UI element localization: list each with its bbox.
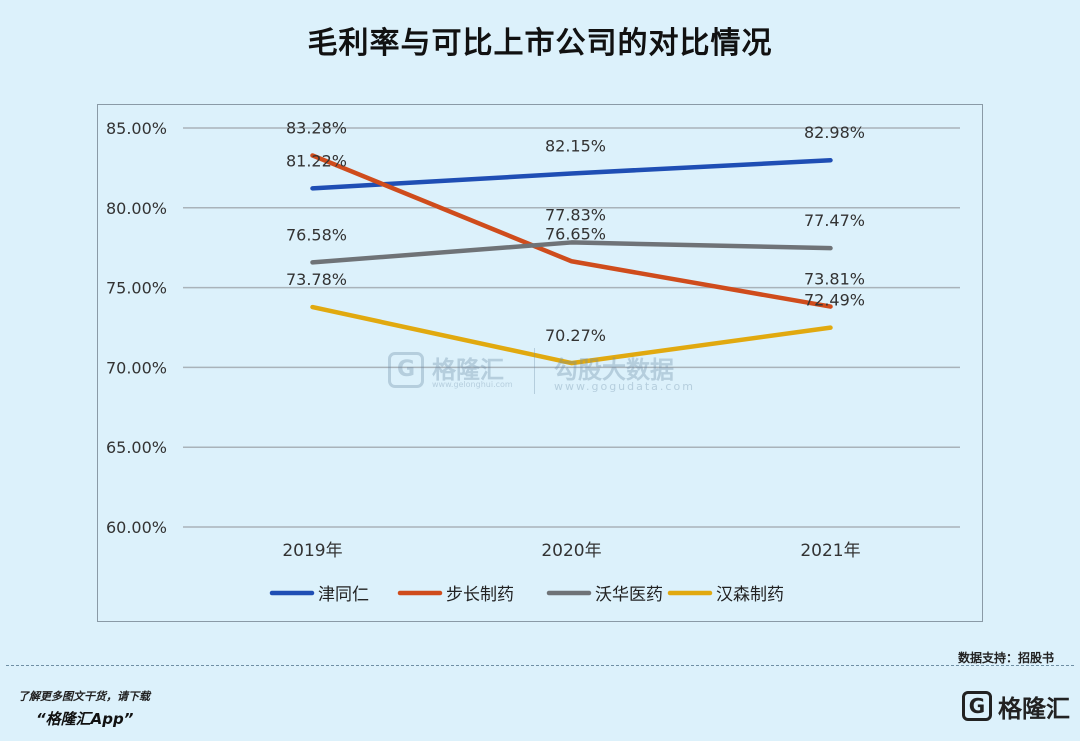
watermark-url-2: www.gogudata.com	[554, 380, 695, 393]
data-label: 83.28%	[286, 118, 347, 137]
chart-frame	[97, 104, 983, 622]
y-tick-label: 70.00%	[106, 358, 167, 377]
watermark-name: 格隆汇	[432, 356, 504, 384]
brand-logo-icon: G	[962, 691, 992, 721]
data-label: 77.47%	[804, 211, 865, 230]
legend-label: 沃华医药	[595, 585, 663, 605]
watermark-divider	[534, 348, 535, 394]
legend-label: 汉森制药	[716, 585, 784, 605]
series-line-1	[310, 153, 833, 309]
data-label: 77.83%	[545, 205, 606, 224]
data-label: 73.81%	[804, 270, 865, 289]
legend-label: 步长制药	[446, 585, 514, 605]
x-tick-label: 2020年	[541, 541, 601, 561]
promo-text: 了解更多图文干货，请下载	[18, 690, 150, 703]
brand-name: 格隆汇	[998, 694, 1070, 723]
series-line-0	[310, 157, 833, 191]
data-label: 70.27%	[545, 326, 606, 345]
y-tick-label: 80.00%	[106, 199, 167, 218]
data-label: 76.65%	[545, 224, 606, 243]
data-label: 72.49%	[804, 291, 865, 310]
chart-title: 毛利率与可比上市公司的对比情况	[307, 26, 773, 61]
data-label: 82.98%	[804, 123, 865, 142]
promo-app-name: “格隆汇App”	[36, 710, 134, 728]
series-line-2	[310, 240, 833, 265]
series-line-3	[310, 304, 833, 366]
x-tick-label: 2019年	[282, 541, 342, 561]
data-label: 81.22%	[286, 151, 347, 170]
data-label: 82.15%	[545, 136, 606, 155]
data-label: 73.78%	[286, 270, 347, 289]
x-tick-label: 2021年	[800, 541, 860, 561]
watermark-logo-icon: G	[388, 352, 424, 388]
watermark-url: www.gelonghui.com	[432, 380, 513, 389]
divider	[6, 665, 1074, 666]
data-label: 76.58%	[286, 225, 347, 244]
watermark-name-2: 勾股大数据	[554, 356, 674, 384]
legend-label: 津同仁	[318, 585, 369, 605]
y-tick-label: 65.00%	[106, 438, 167, 457]
y-tick-label: 85.00%	[106, 119, 167, 138]
watermark: G 格隆汇 www.gelonghui.com 勾股大数据 www.goguda…	[388, 344, 708, 404]
y-tick-label: 60.00%	[106, 518, 167, 537]
source-note: 数据支持：招股书	[957, 651, 1054, 665]
brand-logo: G 格隆汇	[962, 690, 1070, 723]
y-tick-label: 75.00%	[106, 279, 167, 298]
